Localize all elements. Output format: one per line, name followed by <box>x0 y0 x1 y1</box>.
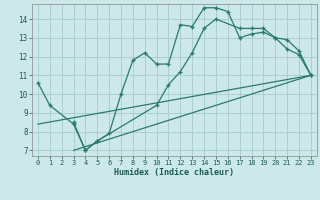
X-axis label: Humidex (Indice chaleur): Humidex (Indice chaleur) <box>115 168 234 177</box>
